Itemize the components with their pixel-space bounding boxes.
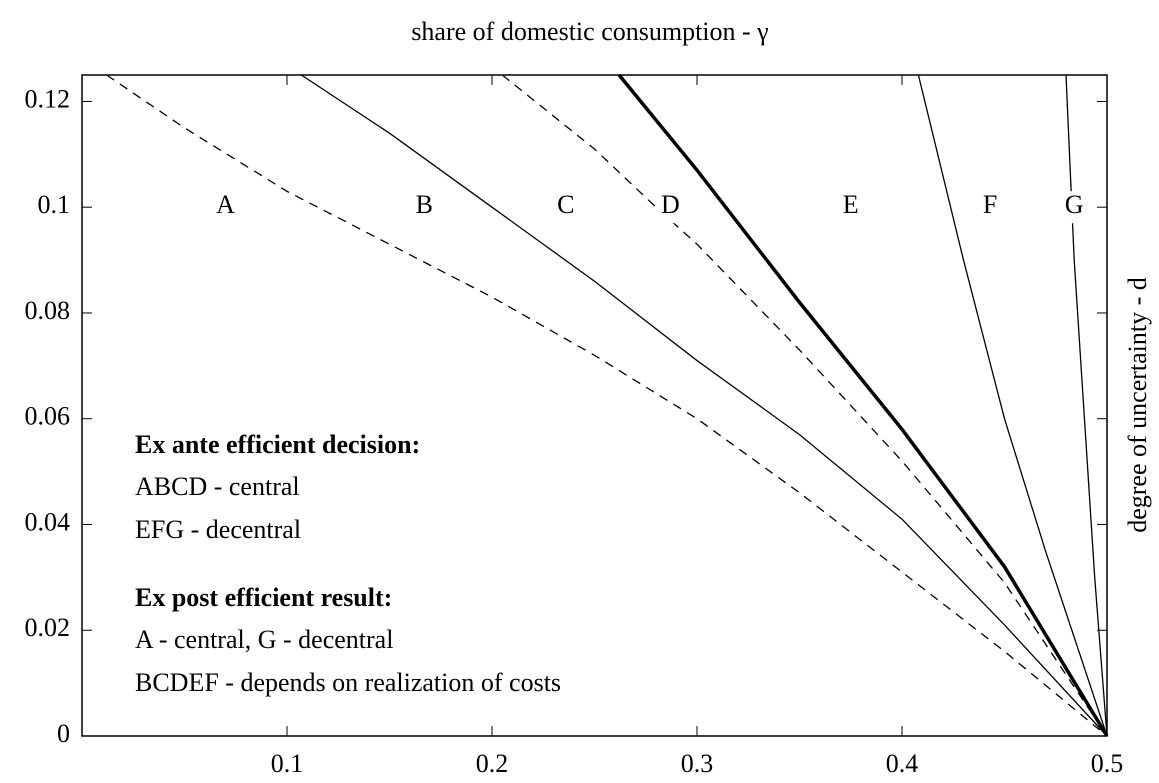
boundary-line bbox=[106, 74, 1108, 737]
x-tick-label: 0.3 bbox=[681, 749, 714, 778]
region-label: B bbox=[416, 190, 433, 219]
region-label: D bbox=[661, 190, 680, 219]
y-tick-label: 0.12 bbox=[25, 84, 71, 113]
y-tick-label: 0.08 bbox=[25, 296, 71, 325]
x-tick-label: 0.5 bbox=[1091, 749, 1124, 778]
boundary-line bbox=[617, 73, 1109, 737]
annotation: BCDEF - depends on realization of costs bbox=[135, 668, 561, 697]
region-label-bg bbox=[838, 191, 863, 224]
region-label-bg bbox=[658, 191, 683, 224]
annotation: Ex ante efficient decision: bbox=[135, 430, 420, 459]
y-tick-label: 0.02 bbox=[25, 613, 71, 642]
boundary-line bbox=[1065, 74, 1108, 737]
region-label: G bbox=[1065, 190, 1084, 219]
region-label: C bbox=[557, 190, 574, 219]
x-tick-label: 0.1 bbox=[271, 749, 304, 778]
y-tick-label: 0 bbox=[57, 719, 70, 748]
x-tick-label: 0.4 bbox=[886, 749, 919, 778]
annotation: ABCD - central bbox=[135, 472, 300, 501]
annotation: EFG - decentral bbox=[135, 515, 301, 544]
boundary-line bbox=[917, 74, 1108, 737]
y-tick-label: 0.1 bbox=[38, 190, 71, 219]
y-axis-label: degree of uncertainty - d bbox=[1123, 277, 1152, 533]
y-tick-label: 0.04 bbox=[25, 507, 71, 536]
boundary-line bbox=[300, 74, 1108, 737]
region-label-bg bbox=[412, 191, 437, 224]
region-label-bg bbox=[553, 191, 578, 224]
boundary-line bbox=[501, 74, 1108, 737]
region-label: A bbox=[216, 190, 235, 219]
x-tick-label: 0.2 bbox=[476, 749, 509, 778]
annotation: Ex post efficient result: bbox=[135, 583, 392, 612]
annotation: A - central, G - decentral bbox=[135, 625, 393, 654]
y-tick-label: 0.06 bbox=[25, 402, 71, 431]
region-label: F bbox=[983, 190, 997, 219]
region-label: E bbox=[843, 190, 859, 219]
chart-title: share of domestic consumption - γ bbox=[411, 17, 768, 46]
region-label-bg bbox=[978, 191, 1003, 224]
region-label-bg bbox=[1062, 191, 1087, 224]
region-label-bg bbox=[213, 191, 238, 224]
plot-frame bbox=[81, 74, 1108, 737]
